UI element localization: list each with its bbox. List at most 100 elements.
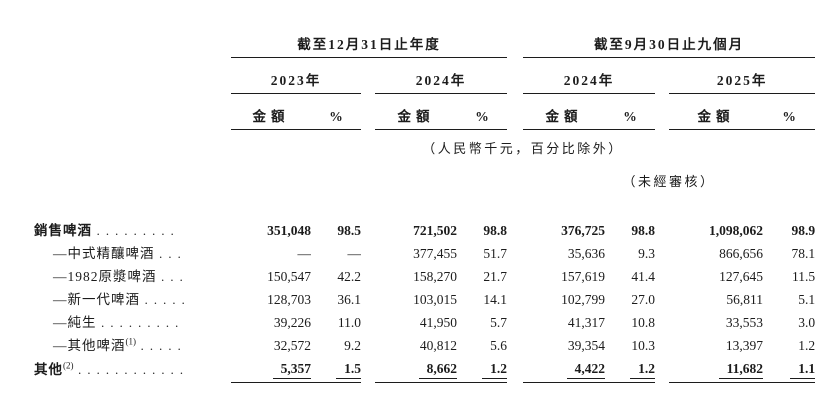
cell-value: 376,725 bbox=[561, 223, 606, 238]
row-label-text: —新一代啤酒 bbox=[53, 292, 140, 307]
amount-cell: 157,619 bbox=[523, 266, 605, 289]
cell-value: 5.1 bbox=[798, 292, 816, 307]
table-body: 銷售啤酒 . . . . . . . . . 351,048 98.5 721,502… bbox=[34, 196, 816, 400]
year-row: 2023年 2024年 2024年 2025年 bbox=[34, 58, 816, 94]
amount-cell: 150,547 bbox=[231, 266, 311, 289]
amount-cell: 56,811 bbox=[669, 289, 763, 312]
cell-value: 9.3 bbox=[638, 246, 656, 261]
column-gap bbox=[361, 358, 375, 383]
cell-value: 9.2 bbox=[344, 338, 361, 353]
cell-value: 351,048 bbox=[267, 223, 311, 238]
row-label-text: —1982原漿啤酒 bbox=[53, 269, 157, 284]
percent-cell: 36.1 bbox=[311, 289, 361, 312]
row-label-text: 銷售啤酒 bbox=[34, 223, 92, 238]
year-header: 2024年 bbox=[523, 58, 656, 94]
cell-value: 8,662 bbox=[418, 361, 457, 379]
cell-value: 33,553 bbox=[725, 315, 764, 330]
percent-cell: 5.6 bbox=[457, 335, 507, 358]
row-label-text: 其他 bbox=[34, 362, 63, 377]
row-label: —中式精釀啤酒 . . . bbox=[34, 243, 231, 266]
cell-value: 42.2 bbox=[337, 269, 361, 284]
cell-value: 98.9 bbox=[791, 223, 816, 238]
cell-value: 10.8 bbox=[631, 315, 656, 330]
amount-cell: 13,397 bbox=[669, 335, 763, 358]
dot-leader: . . . . . bbox=[140, 293, 187, 307]
amount-cell: 4,422 bbox=[523, 358, 606, 383]
cell-value: — bbox=[347, 246, 362, 261]
table-row: —其他啤酒(1) . . . . . 32,572 9.2 40,812 5.6 39,3… bbox=[34, 335, 815, 358]
cell-value: 41.4 bbox=[631, 269, 656, 284]
percent-cell: 21.7 bbox=[457, 266, 507, 289]
amount-cell: 866,656 bbox=[669, 243, 763, 266]
row-label-text: —其他啤酒 bbox=[53, 338, 126, 353]
amount-cell: 376,725 bbox=[523, 220, 605, 243]
percent-cell: 78.1 bbox=[763, 243, 815, 266]
amount-cell: — bbox=[231, 243, 312, 266]
cell-value: 4,422 bbox=[566, 361, 606, 379]
cell-value: 78.1 bbox=[791, 246, 816, 261]
percent-cell: 1.2 bbox=[763, 335, 815, 358]
row-label: —純生 . . . . . . . . . bbox=[34, 312, 231, 335]
amount-cell: 721,502 bbox=[375, 220, 457, 243]
row-label: —1982原漿啤酒 . . . bbox=[34, 266, 231, 289]
cell-value: 41,950 bbox=[419, 315, 457, 330]
cell-value: 35,636 bbox=[567, 246, 606, 261]
percent-cell: 98.5 bbox=[311, 220, 361, 243]
column-gap bbox=[655, 266, 669, 289]
dot-leader: . . . . . bbox=[136, 339, 183, 353]
cell-value: 36.1 bbox=[337, 292, 361, 307]
column-gap bbox=[507, 266, 523, 289]
amount-cell: 351,048 bbox=[231, 220, 311, 243]
percent-cell: 11.0 bbox=[311, 312, 361, 335]
column-gap bbox=[655, 220, 669, 243]
cell-value: 98.8 bbox=[483, 223, 508, 238]
percent-cell: 41.4 bbox=[605, 266, 655, 289]
table-row: 其他(2) . . . . . . . . . . . . 5,357 1.5 8,6… bbox=[34, 358, 816, 383]
cell-value: 10.3 bbox=[631, 338, 656, 353]
percent-cell: 98.9 bbox=[763, 220, 815, 243]
amount-cell: 39,226 bbox=[231, 312, 311, 335]
cell-value: 721,502 bbox=[413, 223, 457, 238]
amount-cell: 32,572 bbox=[231, 335, 311, 358]
cell-value: 157,619 bbox=[561, 269, 606, 284]
column-gap bbox=[507, 243, 523, 266]
percent-column-header: % bbox=[457, 94, 508, 130]
column-gap bbox=[655, 335, 669, 358]
row-label-text: —中式精釀啤酒 bbox=[53, 246, 155, 261]
table-row: 銷售啤酒 . . . . . . . . . 351,048 98.5 721,502… bbox=[34, 220, 815, 243]
column-gap bbox=[507, 335, 523, 358]
cell-value: 11.5 bbox=[791, 269, 816, 284]
column-gap bbox=[507, 358, 523, 383]
percent-cell: 5.7 bbox=[457, 312, 507, 335]
cell-value: 103,015 bbox=[413, 292, 457, 307]
cell-value: 866,656 bbox=[719, 246, 764, 261]
column-gap bbox=[655, 289, 669, 312]
row-label: —其他啤酒(1) . . . . . bbox=[34, 335, 231, 358]
cell-value: 128,703 bbox=[267, 292, 311, 307]
amount-cell: 102,799 bbox=[523, 289, 605, 312]
table-row: —新一代啤酒 . . . . . 128,703 36.1 103,015 14.1 10… bbox=[34, 289, 815, 312]
percent-cell: 9.3 bbox=[605, 243, 655, 266]
column-gap bbox=[361, 266, 375, 289]
amount-cell: 127,645 bbox=[669, 266, 763, 289]
amount-column-header: 金額 bbox=[669, 94, 764, 130]
cell-value: 3.0 bbox=[798, 315, 816, 330]
amount-column-header: 金額 bbox=[523, 94, 606, 130]
percent-cell: 51.7 bbox=[457, 243, 507, 266]
amount-cell: 39,354 bbox=[523, 335, 605, 358]
percent-cell: 1.5 bbox=[311, 358, 361, 383]
cell-value: 11.0 bbox=[337, 315, 361, 330]
cell-value: 32,572 bbox=[273, 338, 311, 353]
cell-value: 21.7 bbox=[483, 269, 508, 284]
percent-cell: 9.2 bbox=[311, 335, 361, 358]
column-gap bbox=[507, 312, 523, 335]
cell-value: 13,397 bbox=[725, 338, 764, 353]
percent-cell: 3.0 bbox=[763, 312, 815, 335]
dot-leader: . . . . . . . . . bbox=[92, 224, 176, 238]
revenue-breakdown-table: 截至12月31日止年度 截至9月30日止九個月 2023年 2024年 2024… bbox=[34, 26, 816, 400]
amount-cell: 377,455 bbox=[375, 243, 457, 266]
percent-cell: 1.2 bbox=[605, 358, 656, 383]
amount-cell: 11,682 bbox=[669, 358, 764, 383]
percent-cell: 5.1 bbox=[763, 289, 815, 312]
